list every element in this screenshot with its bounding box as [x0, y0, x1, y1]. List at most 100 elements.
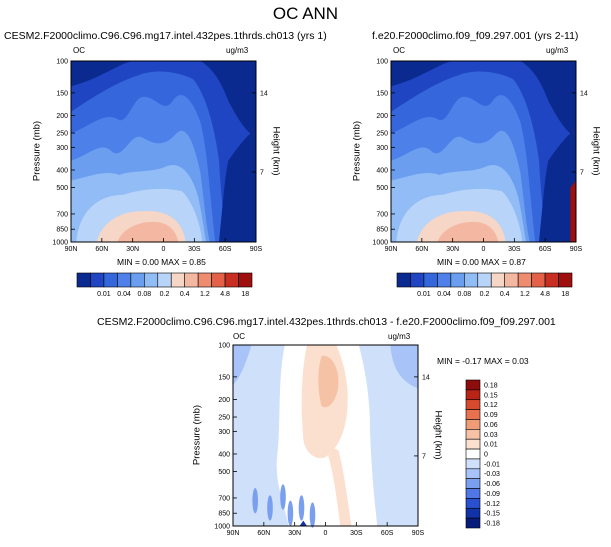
panel1-ytick-label: 850: [56, 227, 68, 234]
panel1-y2label: Height (km): [270, 126, 282, 176]
panel2-colorbar-swatch: [558, 272, 573, 288]
panel1-colorbar-swatch: [224, 272, 239, 288]
panel3-y2tick-label: 7: [422, 453, 426, 460]
panel3-colorbar-label: -0.18: [484, 521, 500, 528]
contour-level-pos-column: [325, 446, 352, 526]
panel3-colorbar-swatch: [465, 429, 481, 440]
panel2-xtick-label: 30N: [446, 246, 459, 253]
panel3-colorbar-swatch: [465, 468, 481, 479]
panel1-units-label: ug/m3: [226, 46, 249, 55]
panel2-y2tick-label: 7: [580, 169, 584, 176]
panel3-heatmap: 90N 60N 30N 0 30S 60S 90S 100 150 200 250 300 400 500…: [214, 343, 429, 538]
panel2-xtick-label: 30S: [508, 246, 521, 253]
panel3-colorbar-label: 0.03: [484, 432, 498, 439]
contour-level-neg-surface-blob: [298, 495, 305, 521]
page-title: OC ANN: [272, 4, 339, 23]
panel2-units-label: ug/m3: [546, 46, 569, 55]
panel2-ytick-label: 250: [376, 131, 388, 138]
panel3-colorbar-swatch: [465, 507, 481, 519]
contour-level-neg-surface-blob: [309, 502, 316, 528]
panel1-title: CESM2.F2000climo.C96.C96.mg17.intel.432p…: [4, 30, 327, 42]
panel2-colorbar-label: 0.4: [500, 291, 510, 298]
panel2-colorbar-swatch: [477, 272, 492, 288]
panel2-xtick-label: 0: [482, 246, 486, 253]
panel2-colorbar-swatch: [410, 272, 425, 288]
panel2-colorbar-label: 0.04: [437, 291, 451, 298]
panel3-colorbar-swatch: [465, 448, 481, 460]
panel2-colorbar-swatch: [531, 272, 546, 288]
panel3-units-label: ug/m3: [388, 332, 411, 341]
panel2-ytick-label: 400: [376, 167, 388, 174]
panel3-colorbar-label: 0.09: [484, 412, 498, 419]
panel1-ytick-label: 1000: [52, 240, 68, 247]
panel3-colorbar-swatch: [465, 498, 481, 509]
contour-level-neg-surface-min: [299, 520, 307, 526]
panel1-ytick-label: 400: [56, 167, 68, 174]
panel1-xtick-label: 60S: [219, 246, 232, 253]
panel2-colorbar-swatch: [490, 272, 505, 288]
panel3-colorbar-swatch: [465, 389, 481, 401]
panel2-colorbar-swatch: [437, 272, 452, 288]
panel1-ytick-label: 300: [56, 145, 68, 152]
panel1-xtick-label: 90N: [65, 246, 78, 253]
panel1-colorbar-swatch: [184, 272, 199, 288]
panel1-ytick-label: 250: [56, 131, 68, 138]
panel2-minmax: MIN = 0.00 MAX = 0.87: [437, 257, 526, 267]
panel3-xtick-label: 0: [324, 530, 328, 537]
panel3-ytick-label: 300: [218, 429, 230, 436]
panel3-xtick-label: 30N: [288, 530, 301, 537]
panel3-colorbar-label: -0.12: [484, 501, 500, 508]
panel3-ytick-label: 400: [218, 451, 230, 458]
panel2-colorbar-swatch: [464, 272, 479, 288]
panel2-variable-label: OC: [393, 46, 405, 55]
panel2-heatmap: 90N 60N 30N 0 30S 60S 90S 100 150 200 250 300 400 500…: [372, 59, 587, 254]
panel1-colorbar-swatch: [103, 272, 118, 288]
panel2-y2label: Height (km): [590, 126, 602, 176]
panel3-colorbar-label: -0.06: [484, 481, 500, 488]
panel2-xtick-label: 60N: [415, 246, 428, 253]
panel1-ytick-label: 700: [56, 211, 68, 218]
panel1-xtick-label: 30S: [188, 246, 201, 253]
panel3-xtick-label: 30S: [350, 530, 363, 537]
panel1-colorbar: 0.01 0.04 0.08 0.2 0.4 1.2 4.8 18: [76, 272, 253, 298]
panel3-y2label: Height (km): [432, 410, 444, 460]
panel1-y2tick-label: 14: [260, 90, 268, 97]
contour-level-8: [117, 221, 179, 242]
panel1-ytick-label: 100: [56, 59, 68, 66]
panel1-colorbar-swatch: [157, 272, 172, 288]
panel3-colorbar-label: 0.18: [484, 382, 498, 389]
panel1-ylabel: Pressure (mb): [31, 120, 43, 182]
panel2-ytick-label: 150: [376, 90, 388, 97]
panel2-xtick-label: 60S: [539, 246, 552, 253]
panel3-y2tick-label: 14: [422, 374, 430, 381]
panel3-ytick-label: 250: [218, 415, 230, 422]
contour-level-neg-surface-blob: [280, 484, 286, 510]
panel2-colorbar-label: 1.2: [520, 291, 530, 298]
panel1-colorbar-label: 0.2: [160, 291, 170, 298]
panel3-xtick-label: 60S: [381, 530, 394, 537]
panel3-colorbar-swatch: [465, 517, 481, 529]
panel3-colorbar: 0.18 0.15 0.12 0.09 0.06 0.03 0.01 0 -0.01 -0.03 -…: [465, 379, 500, 529]
panel3-colorbar-swatch: [465, 488, 481, 499]
panel1-colorbar-swatch: [238, 272, 253, 288]
panel2-title: f.e20.F2000climo.f09_f09.297.001 (yrs 2-…: [372, 30, 579, 42]
panel3-colorbar-label: -0.03: [484, 471, 500, 478]
contour-fill-group: [391, 61, 576, 242]
panel2-xtick-label: 90N: [385, 246, 398, 253]
panel1-heatmap: 90N 60N 30N 0 30S 60S 90S 100 150 200 250 300 400 500…: [52, 59, 267, 254]
panel2-colorbar-label: 0.2: [480, 291, 490, 298]
panel2-xtick-label: 90S: [570, 246, 583, 253]
panel3-ytick-label: 1000: [214, 524, 230, 531]
panel2-colorbar-swatch: [544, 272, 559, 288]
panel2-y2tick-label: 14: [580, 90, 588, 97]
panel3-xtick-label: 60N: [257, 530, 270, 537]
panel3-colorbar-swatch: [465, 399, 481, 410]
contour-level-low-south: [539, 129, 576, 242]
panel3-ytick-label: 700: [218, 495, 230, 502]
panel2-ytick-label: 500: [376, 185, 388, 192]
contour-level-neg-surface-blob: [287, 500, 294, 526]
panel1-ytick-label: 500: [56, 185, 68, 192]
panel1-colorbar-label: 4.8: [220, 291, 230, 298]
panel3-variable-label: OC: [233, 332, 245, 341]
panel3-colorbar-label: 0.01: [484, 442, 498, 449]
